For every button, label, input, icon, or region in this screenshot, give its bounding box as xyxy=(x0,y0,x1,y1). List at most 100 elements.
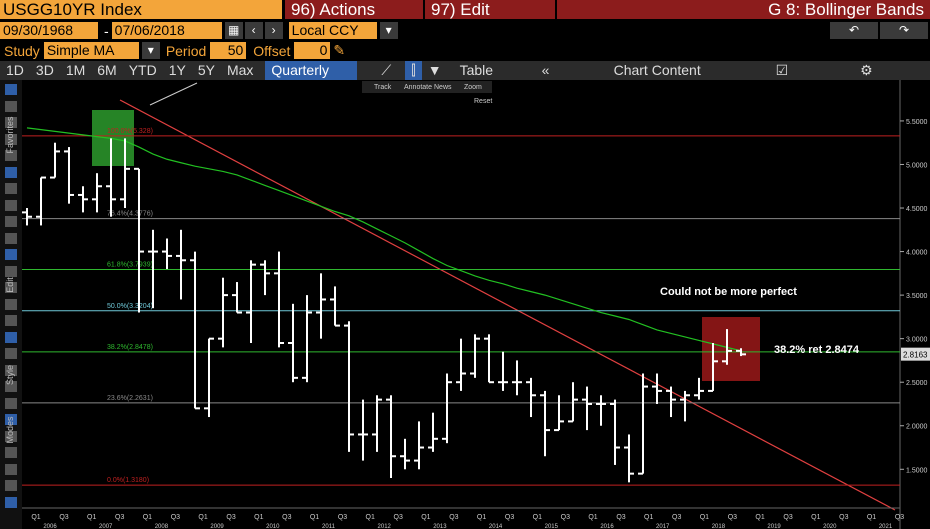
side-label: Style xyxy=(5,365,15,386)
icon[interactable]: ⫿ xyxy=(405,61,422,80)
quarter-label: Q1 xyxy=(588,514,597,521)
range-button[interactable]: 3D xyxy=(35,62,54,78)
pencil-icon[interactable]: ✎ xyxy=(333,42,346,58)
side-icon[interactable] xyxy=(5,133,17,145)
period-label: Period xyxy=(165,42,207,59)
side-icon[interactable] xyxy=(5,216,17,227)
side-icon[interactable] xyxy=(5,150,17,161)
side-icon[interactable] xyxy=(5,282,17,293)
side-icon[interactable] xyxy=(5,315,17,326)
fib-label: 76.4%(4.3776) xyxy=(107,211,153,218)
range-button[interactable]: 1D xyxy=(6,62,24,78)
quarter-label: Q1 xyxy=(755,514,764,521)
table-button[interactable]: Table xyxy=(459,62,494,78)
study-label: Study xyxy=(4,42,40,59)
icon[interactable]: ☑ xyxy=(775,62,789,78)
quarter-label: Q1 xyxy=(31,514,40,521)
year-label: 2020 xyxy=(823,524,837,529)
side-icon[interactable] xyxy=(5,381,17,392)
side-icon[interactable] xyxy=(5,265,17,277)
side-icon[interactable] xyxy=(5,397,17,409)
side-icon[interactable] xyxy=(5,447,17,458)
actions-menu[interactable]: 96) Actions xyxy=(285,0,423,19)
side-icon[interactable] xyxy=(5,480,17,491)
currency-dropdown[interactable]: ▾ xyxy=(379,22,398,39)
quarter-label: Q3 xyxy=(505,514,514,521)
range-button[interactable]: YTD xyxy=(128,62,157,78)
icon[interactable]: ⚙ xyxy=(860,62,873,78)
side-icon[interactable] xyxy=(5,100,17,112)
side-icon[interactable] xyxy=(5,364,17,376)
side-icon[interactable] xyxy=(5,463,17,475)
highlight-box xyxy=(92,110,134,166)
offset[interactable]: 0 xyxy=(294,42,331,59)
year-label: 2016 xyxy=(600,524,614,529)
icon[interactable]: ⟋ xyxy=(381,62,392,78)
y-tick-label: 3.0000 xyxy=(906,337,928,344)
quarter-label: Q1 xyxy=(254,514,263,521)
side-icon[interactable] xyxy=(5,232,17,244)
quarter-label: Q3 xyxy=(338,514,347,521)
prev-button[interactable]: ‹ xyxy=(244,22,263,39)
quarter-label: Q3 xyxy=(561,514,570,521)
year-label: 2006 xyxy=(43,524,57,529)
y-tick-label: 4.0000 xyxy=(906,250,928,257)
side-icon[interactable] xyxy=(5,430,17,442)
study[interactable]: Simple MA xyxy=(43,42,139,59)
range-button[interactable]: Max xyxy=(226,62,254,78)
quarter-label: Q3 xyxy=(449,514,458,521)
y-tick-label: 3.5000 xyxy=(906,293,928,300)
ticker[interactable]: USGG10YR Index xyxy=(0,0,282,19)
y-tick-label: 5.0000 xyxy=(906,162,928,169)
currency[interactable]: Local CCY xyxy=(288,22,377,39)
year-label: 2008 xyxy=(155,524,169,529)
range-button[interactable]: 1Y xyxy=(168,62,186,78)
y-tick-label: 2.0000 xyxy=(906,424,928,431)
trend-line xyxy=(119,99,896,511)
mini-tool: News xyxy=(434,84,452,91)
range-button[interactable]: 5Y xyxy=(197,62,215,78)
year-label: 2009 xyxy=(210,524,224,529)
side-icon[interactable] xyxy=(5,249,17,260)
next-button[interactable]: › xyxy=(264,22,283,39)
icon[interactable]: « xyxy=(541,62,550,78)
quarter-label: Q1 xyxy=(87,514,96,521)
side-icon[interactable] xyxy=(5,183,17,194)
start-date[interactable]: 09/30/1968 xyxy=(0,22,98,39)
year-label: 2007 xyxy=(99,524,113,529)
calendar-button[interactable]: ▦ xyxy=(224,22,243,39)
undo-button[interactable]: ↶ xyxy=(830,22,878,39)
icon[interactable]: ▼ xyxy=(427,62,442,78)
side-icon[interactable] xyxy=(5,298,17,310)
side-icon[interactable] xyxy=(5,414,17,425)
moving-average xyxy=(26,127,742,352)
study-dropdown[interactable]: ▾ xyxy=(141,42,160,59)
edit-menu[interactable]: 97) Edit xyxy=(425,0,555,19)
side-icon[interactable] xyxy=(5,166,17,178)
side-icon[interactable] xyxy=(5,117,17,128)
range-button[interactable]: 6M xyxy=(97,62,117,78)
frequency-button[interactable]: Quarterly xyxy=(265,61,358,80)
side-icon[interactable] xyxy=(5,496,17,508)
mini-tool: Reset xyxy=(474,98,492,105)
end-date[interactable]: 07/06/2018 xyxy=(111,22,222,39)
year-label: 2018 xyxy=(712,524,726,529)
quarter-label: Q1 xyxy=(198,514,207,521)
side-icon[interactable] xyxy=(5,331,17,343)
period[interactable]: 50 xyxy=(210,42,247,59)
last-price: 2.8163 xyxy=(903,351,928,360)
side-label: Modes xyxy=(5,416,15,444)
side-icon[interactable] xyxy=(5,348,17,359)
side-icon[interactable] xyxy=(5,84,17,95)
side-icon[interactable] xyxy=(5,199,17,211)
chart-content-button[interactable]: Chart Content xyxy=(613,62,701,78)
annotation: 38.2% ret 2.8474 xyxy=(774,344,860,356)
range-button[interactable]: 1M xyxy=(65,62,86,78)
quarter-label: Q3 xyxy=(59,514,68,521)
fib-label: 100.0%(5.328) xyxy=(107,128,153,135)
quarter-label: Q1 xyxy=(867,514,876,521)
redo-button[interactable]: ↷ xyxy=(880,22,928,39)
quarter-label: Q3 xyxy=(616,514,625,521)
mini-tool: Annotate xyxy=(404,84,432,91)
study-row: Study Simple MA ▾ Period 50 Offset 0 ✎ xyxy=(0,41,930,60)
